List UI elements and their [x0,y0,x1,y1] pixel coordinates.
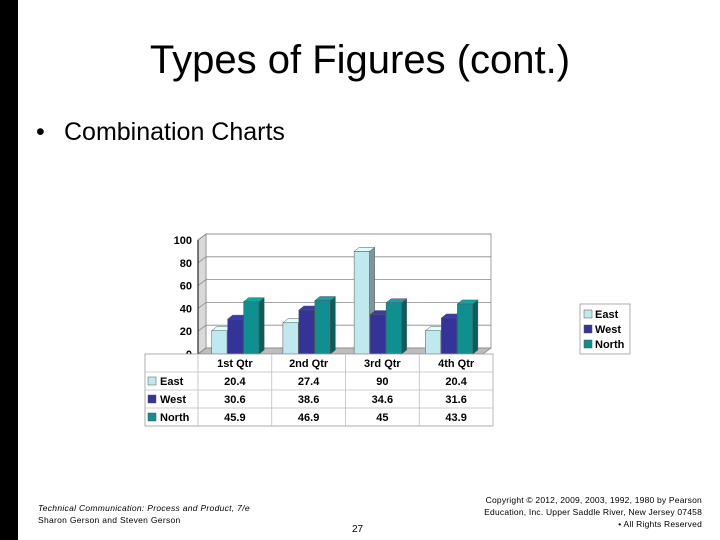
data-label: 45 [376,412,388,424]
category-label: 4th Qtr [438,358,475,370]
bar-east [282,322,299,355]
legend-swatch-west [583,324,593,334]
bar-north [385,302,402,355]
bar-side-north [258,297,265,355]
table-swatch-west [147,394,157,404]
category-label: 3rd Qtr [364,358,401,370]
table-swatch-north [147,412,157,422]
footer-authors: Sharon Gerson and Steven Gerson [38,515,181,525]
category-label: 1st Qtr [217,358,253,370]
bar-side-north [401,298,407,355]
y-tick-label: 40 [180,303,192,315]
gridline-side [197,256,207,264]
gridline-side [197,324,207,332]
y-tick-label: 20 [180,326,192,338]
legend-label: East [595,309,619,321]
data-label: 45.9 [224,412,245,424]
footer-copyright: Copyright © 2012, 2009, 2003, 1992, 1980… [484,495,702,529]
table-swatch-east [147,376,157,386]
data-label: 43.9 [445,412,466,424]
bar-north [457,303,474,355]
data-label: 34.6 [372,394,393,406]
left-edge-bar [0,0,18,540]
data-label: 90 [376,376,388,388]
category-label: 2nd Qtr [289,358,329,370]
y-tick-label: 80 [180,258,192,270]
bar-west [227,318,244,355]
legend-label: West [595,324,621,336]
table-series-name: North [160,412,190,424]
bullet-item: • Combination Charts [36,118,285,147]
bar-west [441,317,458,355]
bar-top-north [456,299,479,305]
bullet-dot: • [36,118,45,146]
bar-east [425,330,442,355]
bar-east [211,330,228,355]
table-series-name: West [160,394,186,406]
bar-west [369,314,386,355]
bar-north [243,301,260,355]
bar-top-north [242,297,265,302]
data-label: 38.6 [298,394,319,406]
slide-title: Types of Figures (cont.) [149,38,571,82]
gridline-side [197,279,207,286]
bar-top-north [314,296,337,301]
data-label: 20.4 [224,376,246,388]
data-label: 46.9 [298,412,319,424]
gridline-side [197,347,207,355]
gridline-side [197,233,207,241]
table-series-name: East [160,376,184,388]
footer-book-title: Technical Communication: Process and Pro… [38,503,250,513]
page-number: 27 [352,524,364,535]
data-label: 20.4 [445,376,467,388]
gridline-side [197,302,207,309]
y-tick-label: 100 [174,235,192,247]
data-label: 27.4 [298,376,320,388]
bar-side-north [330,296,336,355]
bar-side-north [472,299,479,355]
bar-north [314,300,331,355]
bar-west [298,309,315,355]
legend-swatch-east [583,309,593,319]
bar-top-east [353,247,376,252]
data-label: 31.6 [445,394,466,406]
bar-top-north [385,298,408,303]
bar-east [353,251,370,355]
chart-side-wall [197,233,207,355]
bullet-text: Combination Charts [64,118,285,146]
data-label: 30.6 [224,394,245,406]
legend-label: North [595,339,625,351]
legend-swatch-north [583,339,593,349]
footer-citation: Technical Communication: Process and Pro… [38,502,250,526]
y-tick-label: 60 [180,281,192,293]
